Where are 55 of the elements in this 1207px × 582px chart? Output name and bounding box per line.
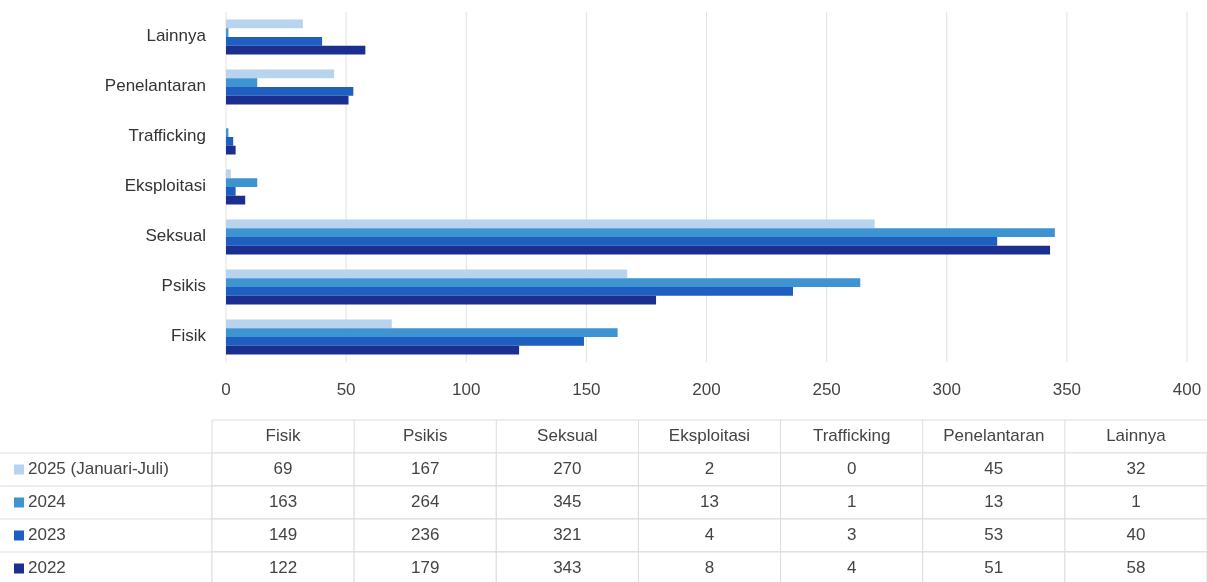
y-tick-label: Trafficking (128, 126, 206, 146)
data-label: 1 (1131, 491, 1141, 511)
x-tick-label: 350 (1052, 380, 1082, 399)
y-tick-label: Fisik (171, 326, 207, 346)
x-tick-label: 400 (1172, 380, 1202, 399)
data-label: 236 (411, 524, 440, 544)
data-label: 270 (553, 458, 582, 478)
x-tick-label: 200 (692, 380, 721, 399)
data-label: 32 (1126, 458, 1146, 478)
category-label: Fisik (265, 425, 302, 445)
data-label: 69 (273, 458, 293, 478)
data-label: 149 (268, 524, 298, 544)
legend-label: 2022 (28, 557, 66, 577)
category-label: Psikis (403, 425, 448, 445)
data-label: 343 (553, 557, 582, 577)
data-label: 58 (1126, 557, 1146, 577)
data-label: 163 (268, 491, 298, 511)
data-label: 264 (411, 491, 440, 511)
data-label: 51 (984, 557, 1004, 577)
y-tick-label: Seksual (145, 226, 206, 246)
data-label: 8 (704, 557, 715, 577)
x-tick-label: 50 (336, 380, 356, 399)
category-label: Trafficking (812, 425, 891, 445)
category-label: Eksploitasi (668, 425, 751, 445)
data-label: 122 (268, 557, 298, 577)
data-label: 4 (846, 557, 857, 577)
category-label: Lainnya (1106, 425, 1167, 445)
category-label: Seksual (537, 425, 598, 445)
data-label: 167 (411, 458, 440, 478)
data-label: 3 (846, 524, 857, 544)
data-label: 345 (553, 491, 582, 511)
y-tick-label: Lainnya (146, 26, 207, 46)
y-tick-label: Psikis (161, 276, 206, 296)
data-label: 45 (984, 458, 1004, 478)
data-label: 53 (984, 524, 1004, 544)
x-tick-label: 150 (572, 380, 601, 399)
x-tick-label: 0 (221, 380, 231, 399)
data-label: 2 (704, 458, 715, 478)
x-tick-label: 250 (812, 380, 841, 399)
data-label: 13 (984, 491, 1004, 511)
data-label: 4 (704, 524, 715, 544)
data-label: 13 (700, 491, 719, 511)
data-label: 1 (846, 491, 857, 511)
legend-label: 2025 (Januari-Juli) (28, 458, 169, 478)
x-tick-label: 300 (932, 380, 961, 399)
data-label: 0 (846, 458, 857, 478)
x-tick-label: 100 (452, 380, 481, 399)
legend-label: 2024 (28, 491, 66, 511)
y-tick-label: Penelantaran (104, 76, 206, 96)
legend-label: 2023 (28, 524, 66, 544)
data-label: 321 (553, 524, 582, 544)
data-label: 179 (411, 557, 440, 577)
category-label: Penelantaran (943, 425, 1045, 445)
y-tick-label: Eksploitasi (124, 176, 206, 196)
data-label: 40 (1126, 524, 1146, 544)
